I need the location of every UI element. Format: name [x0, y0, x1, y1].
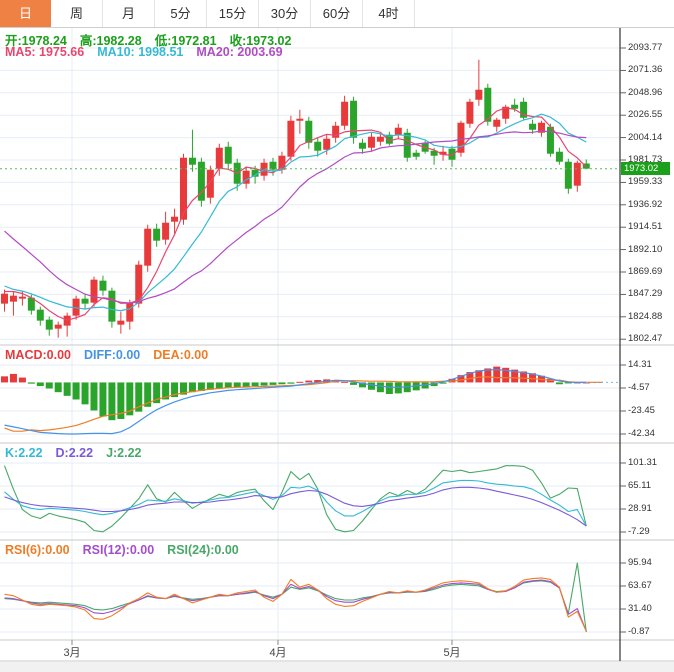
month-label: 5月	[443, 647, 461, 659]
axis-tick-label: 2026.55	[628, 109, 663, 121]
axis-tick-label: 63.67	[628, 580, 652, 591]
axis-tick-label: -23.45	[628, 405, 655, 416]
axis-tick-label: 28.91	[628, 503, 652, 514]
axis-tick-label: 2004.14	[628, 131, 663, 143]
axis-tick-label: 2071.36	[628, 64, 663, 76]
high-value: 高:1982.28	[79, 34, 142, 48]
ma20-value: MA20: 2003.69	[196, 45, 283, 59]
rsi-header: RSI(6):0.00 RSI(12):0.00 RSI(24):0.00	[5, 543, 239, 557]
month-label: 3月	[63, 647, 81, 659]
macd-header: MACD:0.00 DIFF:0.00 DEA:0.00	[5, 348, 208, 362]
axis-tick-label: -4.57	[628, 382, 650, 393]
macd-value: MACD:0.00	[5, 348, 71, 362]
tab-1[interactable]: 周	[51, 0, 103, 27]
rsi6-value: RSI(6):0.00	[5, 543, 70, 557]
kdj-header: K:2.22 D:2.22 J:2.22	[5, 446, 142, 460]
tab-2[interactable]: 月	[103, 0, 155, 27]
axis-tick-label: 2048.96	[628, 86, 663, 98]
axis-tick-label: 65.11	[628, 480, 652, 491]
axis-tick-label: 95.94	[628, 557, 652, 568]
axis-tick-label: 1936.92	[628, 198, 663, 210]
axis-tick-label: -7.29	[628, 526, 650, 537]
open-value: 开:1978.24	[5, 34, 67, 48]
k-value: K:2.22	[5, 446, 43, 460]
axis-tick-label: 2093.77	[628, 42, 663, 53]
tab-4[interactable]: 15分	[207, 0, 259, 27]
close-value: 收:1973.02	[229, 34, 292, 48]
tab-7[interactable]: 4时	[363, 0, 415, 27]
axis-tick-label: 1847.29	[628, 288, 663, 300]
axis-tick-label: 31.40	[628, 603, 652, 614]
last-price-badge: 1973.02	[621, 162, 670, 176]
ma5-value: MA5: 1975.66	[5, 45, 85, 59]
ohlc-row: 开:1978.24 高:1982.28 低:1972.81 收:1973.02	[5, 30, 291, 49]
ma10-value: MA10: 1998.51	[97, 45, 184, 59]
axis-tick-label: 1802.47	[628, 333, 663, 345]
axis-tick-label: -42.34	[628, 428, 655, 439]
tab-5[interactable]: 30分	[259, 0, 311, 27]
diff-value: DIFF:0.00	[84, 348, 141, 362]
timeframe-tabs: 日周月 5分 15分 30分 60分 4时	[0, 0, 674, 28]
bottom-strip	[0, 662, 674, 672]
axis-tick-label: 1959.33	[628, 176, 663, 188]
axis-tick-label: 1869.69	[628, 266, 663, 277]
j-value: J:2.22	[106, 446, 142, 460]
axis-tick-label: -0.87	[628, 626, 650, 637]
axis-tick-label: 1981.73	[628, 154, 663, 165]
tab-6[interactable]: 60分	[311, 0, 363, 27]
low-value: 低:1972.81	[154, 34, 217, 48]
rsi12-value: RSI(12):0.00	[82, 543, 155, 557]
tab-3[interactable]: 5分	[155, 0, 207, 27]
d-value: D:2.22	[55, 446, 94, 460]
axis-tick-label: 14.31	[628, 359, 652, 370]
month-label: 4月	[269, 647, 287, 659]
dea-value: DEA:0.00	[153, 348, 209, 362]
axis-tick-label: 1824.88	[628, 310, 663, 322]
axis-tick-label: 101.31	[628, 457, 658, 468]
ma-row: MA5: 1975.66 MA10: 1998.51 MA20: 2003.69	[5, 45, 283, 59]
rsi24-value: RSI(24):0.00	[167, 543, 239, 557]
chart-canvas[interactable]	[0, 28, 674, 662]
tab-0[interactable]: 日	[0, 0, 51, 27]
axis-tick-label: 1914.51	[628, 221, 663, 233]
axis-tick-label: 1892.10	[628, 243, 663, 255]
